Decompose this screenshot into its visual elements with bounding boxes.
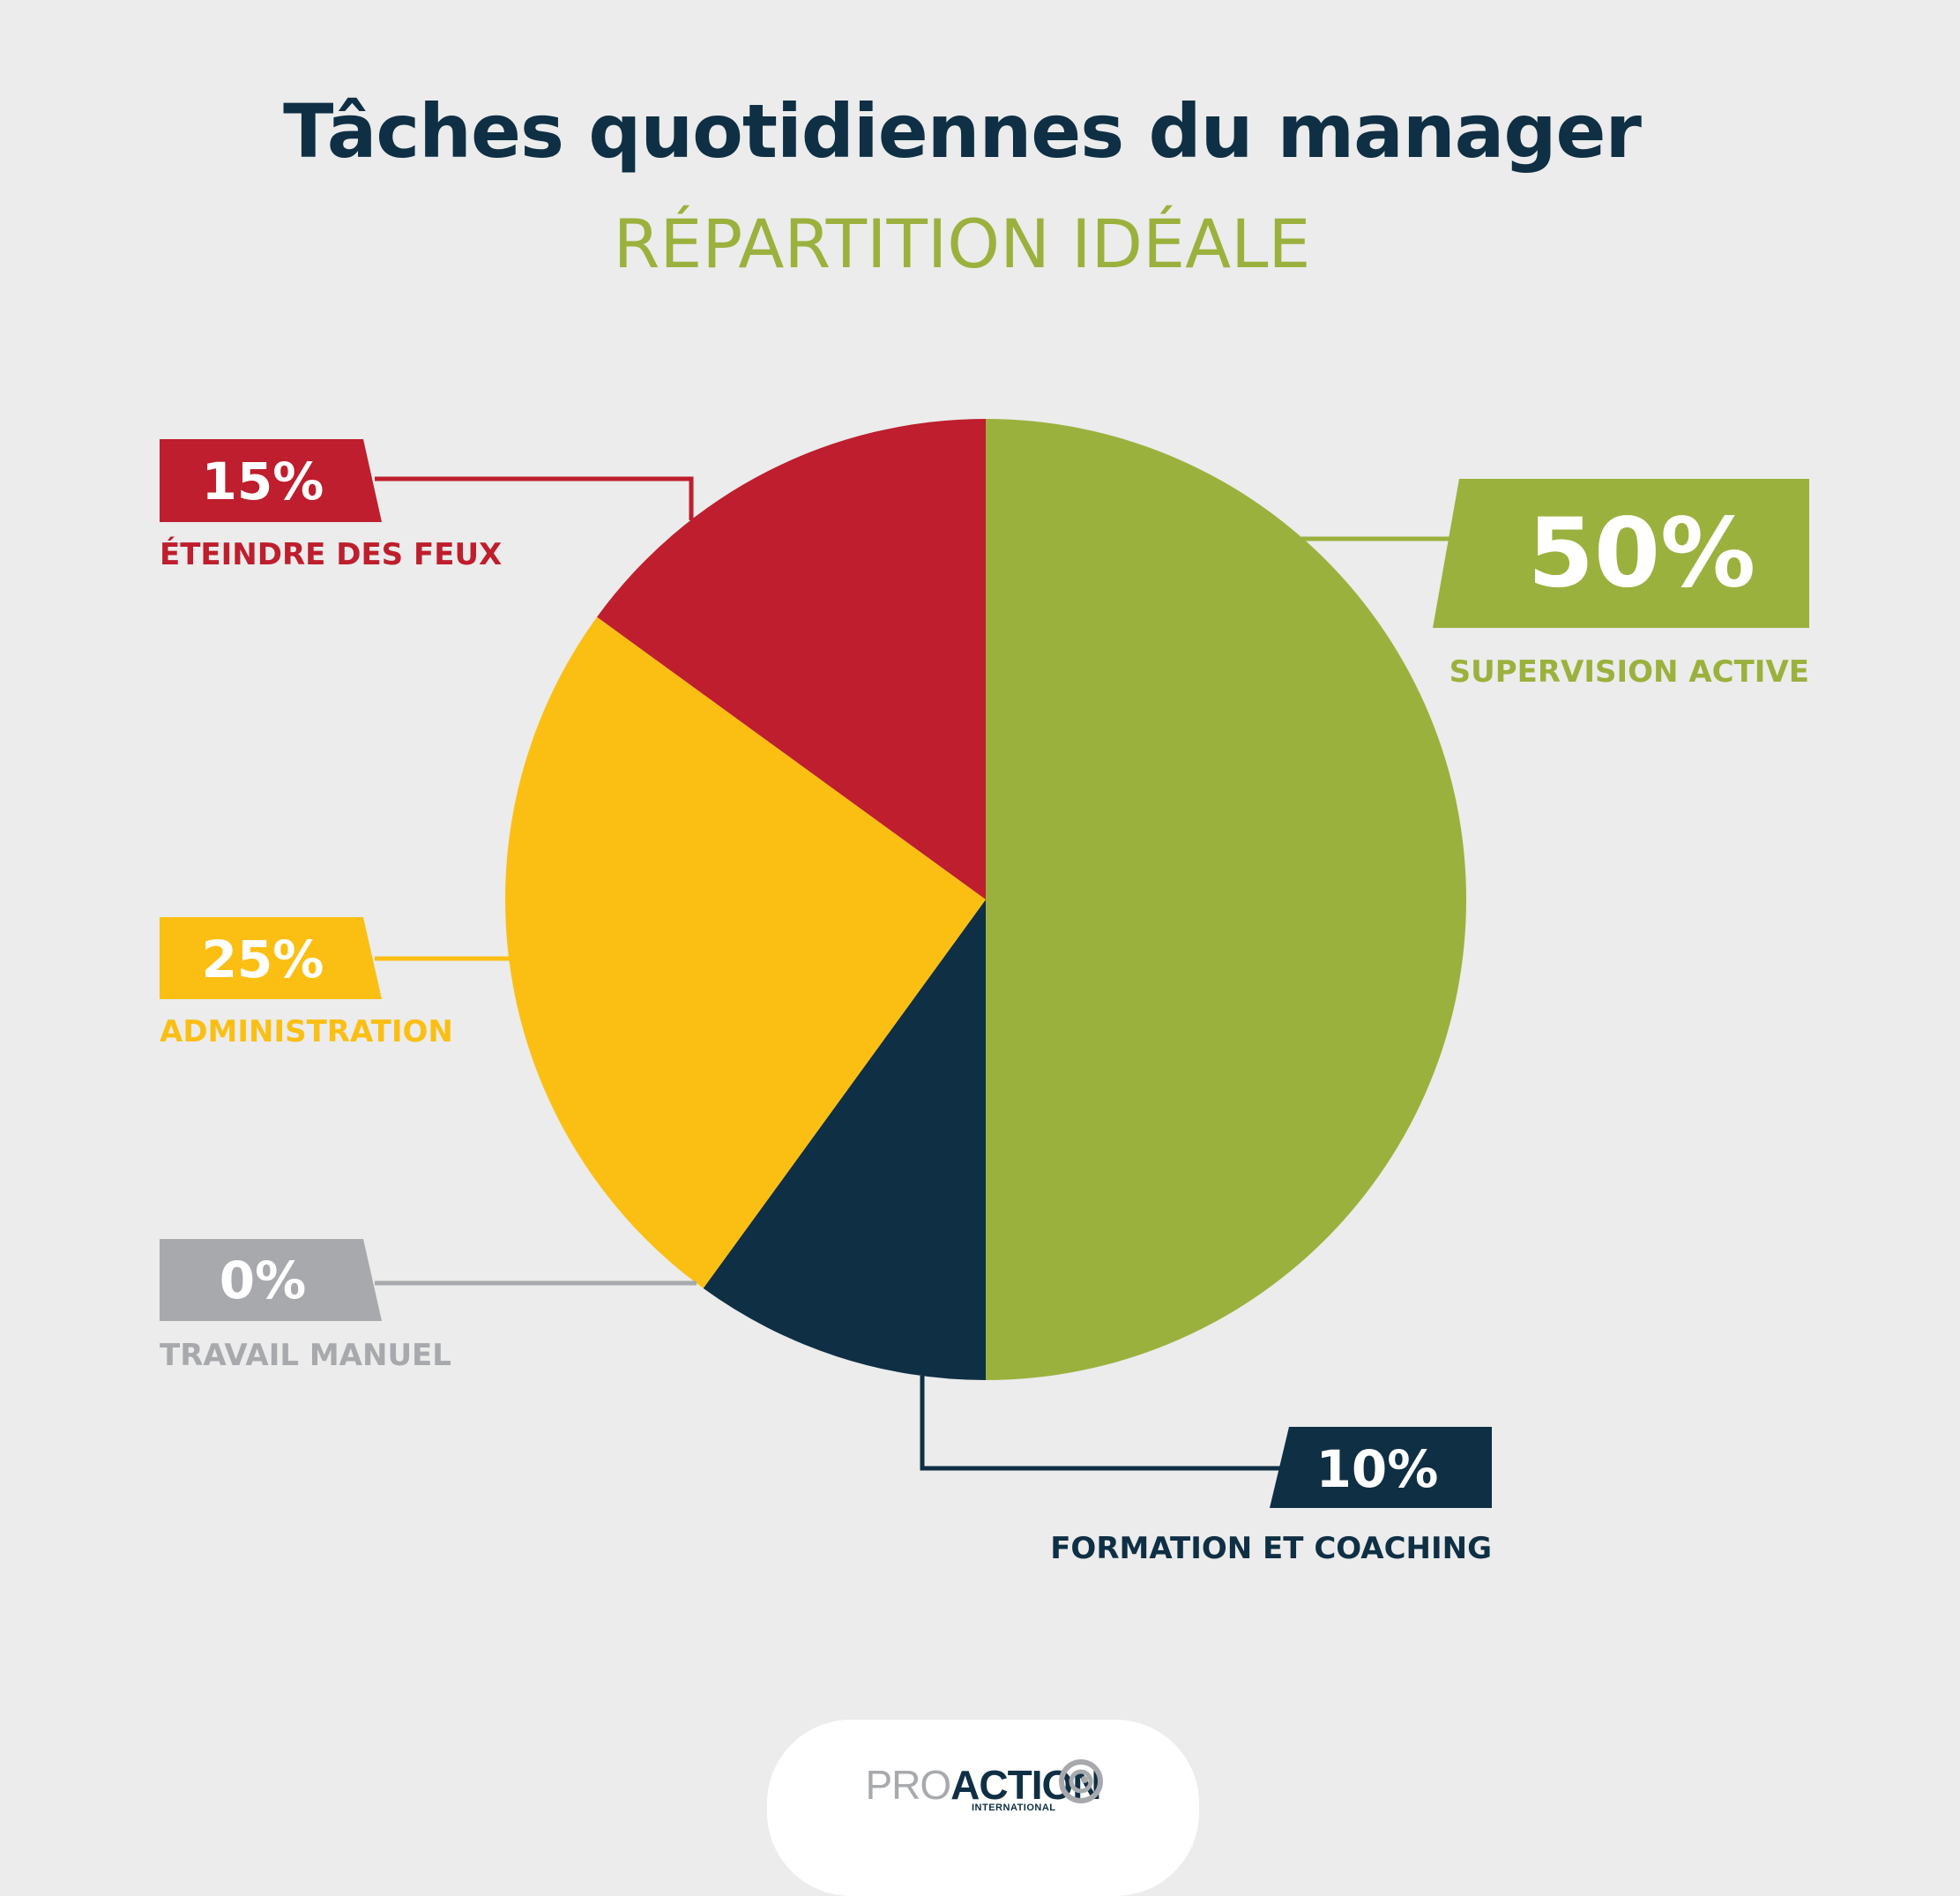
data-label-eteindre-des-feux: 15% [202, 452, 324, 511]
chart-subtitle: RÉPARTITION IDÉALE [613, 205, 1311, 283]
swirl-icon [1059, 1759, 1103, 1803]
leader-line-formation-et-coaching [920, 1376, 1289, 1471]
value-badge-eteindre-des-feux [160, 439, 382, 522]
chart-title: Tâches quotidiennes du manager [283, 88, 1642, 175]
category-label-travail-manuel: TRAVAIL MANUEL [160, 1338, 451, 1373]
pie-slice-formation-et-coaching [703, 899, 986, 1380]
data-label-travail-manuel: 0% [220, 1250, 306, 1310]
value-badge-travail-manuel [160, 1239, 382, 1321]
category-label-supervision-active: SUPERVISION ACTIVE [1450, 654, 1809, 690]
category-label-eteindre-des-feux: ÉTEINDRE DES FEUX [160, 536, 502, 572]
data-label-administration: 25% [202, 929, 324, 989]
logo-badge: PROACTION INTERNATIONAL [767, 1720, 1199, 1896]
value-badge-formation-et-coaching [1270, 1427, 1492, 1508]
data-label-supervision-active: 50% [1528, 499, 1756, 609]
value-badge-administration [160, 917, 382, 999]
logo-subtext: INTERNATIONAL [972, 1803, 1056, 1813]
category-label-administration: ADMINISTRATION [160, 1014, 453, 1049]
slice-labels: 50% SUPERVISION ACTIVE 10% FORMATION ET COA… [160, 439, 1809, 1566]
pie-slices [505, 419, 1466, 1380]
data-label-formation-et-coaching: 10% [1316, 1439, 1439, 1499]
pie-slice-supervision-active [986, 419, 1466, 1380]
leader-line-eteindre-des-feux [375, 476, 694, 520]
logo-text-pro: PRO [865, 1762, 951, 1808]
value-badge-supervision-active [1433, 479, 1809, 628]
proaction-logo: PROACTION [767, 1761, 1199, 1809]
leader-lines [375, 476, 1472, 1471]
pie-slice-administration [505, 616, 986, 1288]
pie-slice-eteindre-des-feux [597, 419, 986, 899]
pie-chart: 50% SUPERVISION ACTIVE 10% FORMATION ET COA… [160, 419, 1809, 1566]
category-label-formation-et-coaching: FORMATION ET COACHING [1050, 1531, 1492, 1566]
